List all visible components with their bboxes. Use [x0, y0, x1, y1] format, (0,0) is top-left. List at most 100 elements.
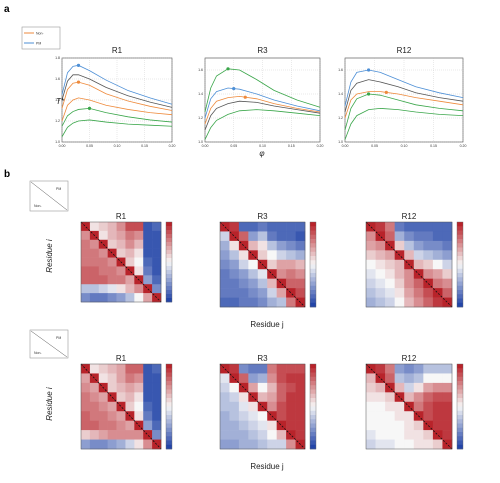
colorbar-segment — [166, 262, 172, 267]
colorbar-frame — [165, 221, 173, 303]
heatmap-4: R3 — [219, 354, 317, 450]
y-tick-label: 1.2 — [55, 119, 60, 123]
heatmap-cell — [81, 411, 91, 421]
heatmap-cell — [432, 297, 443, 308]
colorbar-segment — [310, 268, 316, 274]
heatmap-cell — [107, 257, 117, 267]
series-peak-marker — [384, 90, 388, 94]
heatmap-cell — [394, 259, 405, 270]
heatmap-cell — [220, 411, 230, 421]
line-chart-title: R1 — [112, 46, 123, 55]
heatmap-cell — [385, 364, 395, 374]
heatmap-cell — [116, 439, 126, 450]
heatmap-cell — [229, 288, 240, 298]
heatmap-cell — [89, 401, 100, 412]
heatmap-cell — [238, 240, 249, 251]
heatmap-cell — [366, 240, 376, 251]
ylabel-heat-bottom: Residue i — [45, 387, 54, 421]
heatmap-cell — [276, 240, 287, 251]
heatmap-cell — [220, 382, 230, 393]
heatmap-cell — [276, 439, 287, 450]
heatmap-cell — [89, 275, 100, 285]
heatmap-cell — [385, 222, 395, 232]
colorbar-segment — [457, 247, 463, 253]
heatmap-cell — [107, 439, 117, 450]
colorbar-segment — [166, 406, 172, 412]
heatmap-cell — [143, 293, 153, 303]
colorbar-segment — [310, 251, 316, 257]
heatmap-cell — [413, 382, 424, 393]
heatmap-cell — [276, 269, 287, 279]
heatmap-cell — [394, 411, 405, 421]
heatmap-cell — [423, 430, 434, 440]
colorbar-segment — [457, 423, 463, 429]
heatmap-cell — [366, 231, 376, 242]
colorbar-segment — [166, 427, 172, 433]
heatmap-cell — [267, 288, 277, 298]
heatmap-cell — [125, 420, 135, 431]
colorbar-segment — [457, 393, 463, 399]
heatmap-cell — [125, 364, 135, 374]
heatmap-cell — [229, 411, 240, 421]
heatmap-cell — [257, 364, 268, 374]
heatmap-cell — [276, 411, 287, 421]
heatmap-cell — [394, 240, 405, 251]
heatmap-cell — [152, 430, 162, 440]
heatmap-cell — [89, 248, 100, 258]
heatmap-cell — [107, 293, 117, 303]
heatmap-cell — [248, 288, 259, 298]
heatmap-cell — [98, 439, 108, 450]
heatmap-cell — [366, 401, 376, 412]
heatmap-diagonal — [219, 363, 306, 450]
heatmap-cell — [81, 430, 91, 440]
heatmap-cell — [257, 392, 268, 403]
heatmap-cell — [286, 297, 296, 308]
heatmap-cell — [276, 222, 287, 232]
heatmap-cell — [276, 430, 287, 440]
heatmap-cell — [375, 364, 386, 374]
heatmap-cell — [107, 382, 117, 393]
heatmap-cell — [125, 430, 135, 440]
heatmap-cell — [152, 266, 162, 276]
heatmap-cell — [220, 439, 230, 450]
colorbar-segment — [457, 427, 463, 433]
heatmap-cell — [107, 364, 117, 374]
heatmap-cell — [220, 250, 230, 261]
heatmap-cell — [134, 230, 144, 241]
x-tick-label: 0.20 — [317, 144, 324, 148]
heatmap-cell — [107, 239, 117, 249]
heatmap-cell — [238, 373, 249, 384]
colorbar-segment — [310, 372, 316, 378]
y-tick-label: 1.2 — [198, 116, 203, 120]
heatmap-cell — [295, 222, 306, 232]
colorbar-segment — [310, 273, 316, 278]
heatmap-frame — [219, 363, 306, 450]
heatmap-cell — [423, 373, 434, 384]
heatmap-cell — [413, 430, 424, 440]
heatmap-cell — [366, 411, 376, 421]
series-line-orange — [344, 91, 464, 119]
heatmap-cell — [276, 364, 287, 374]
heatmap-cell — [229, 250, 240, 261]
heatmap-cell — [220, 392, 230, 403]
colorbar-segment — [310, 247, 316, 253]
heatmap-cell — [143, 401, 153, 412]
colorbar-segment — [310, 432, 316, 437]
series-line-green — [344, 93, 464, 131]
heatmap-cell — [257, 222, 268, 232]
colorbar-frame — [309, 221, 317, 308]
heatmap-cell — [423, 250, 434, 261]
legend-a-label-1: PM — [36, 42, 41, 46]
heatmap-cell — [366, 297, 376, 308]
colorbar-segment — [457, 264, 463, 270]
heatmap-cell — [116, 275, 126, 285]
colorbar-segment — [166, 294, 172, 299]
heatmap-cell — [295, 430, 306, 440]
heatmap-cell — [366, 288, 376, 298]
y-tick-label: 1.4 — [198, 92, 203, 96]
heatmap-cell — [238, 430, 249, 440]
heatmap-cell — [286, 364, 296, 374]
heatmap-cell — [404, 411, 415, 421]
x-tick-label: 0.05 — [230, 144, 237, 148]
heatmap-cell — [404, 269, 415, 279]
